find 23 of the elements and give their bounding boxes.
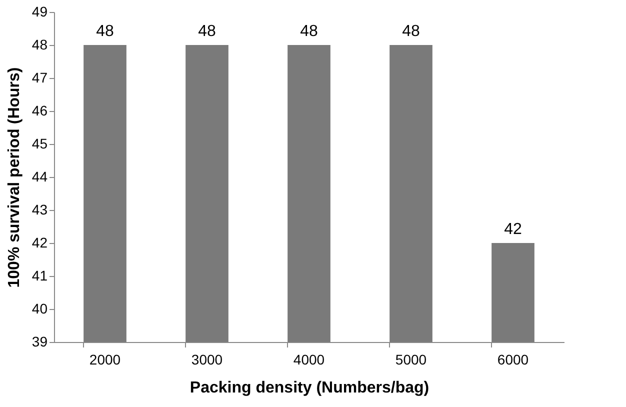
- y-tick-label: 42: [32, 234, 48, 250]
- x-tick-label: 4000: [293, 352, 325, 368]
- y-axis-title: 100% survival period (Hours): [6, 67, 23, 288]
- y-tick-label: 48: [32, 36, 48, 52]
- data-label: 48: [198, 23, 216, 40]
- y-tick-label: 43: [32, 202, 48, 218]
- data-label: 42: [504, 221, 522, 238]
- x-tick-label: 5000: [395, 352, 427, 368]
- data-label: 48: [300, 23, 318, 40]
- data-label: 48: [96, 23, 114, 40]
- x-tick-label: 3000: [191, 352, 223, 368]
- y-tick-label: 49: [32, 4, 48, 20]
- data-label: 48: [402, 23, 420, 40]
- y-tick-label: 40: [32, 300, 48, 316]
- y-tick-label: 46: [32, 102, 48, 118]
- y-tick-label: 39: [32, 334, 48, 350]
- x-axis-title: Packing density (Numbers/bag): [190, 380, 430, 396]
- y-tick-label: 41: [32, 268, 48, 284]
- x-tick-label: 2000: [89, 352, 121, 368]
- y-tick-label: 45: [32, 136, 48, 152]
- x-tick-label: 6000: [497, 352, 529, 368]
- y-tick-label: 47: [32, 70, 48, 86]
- y-tick-label: 44: [32, 168, 48, 184]
